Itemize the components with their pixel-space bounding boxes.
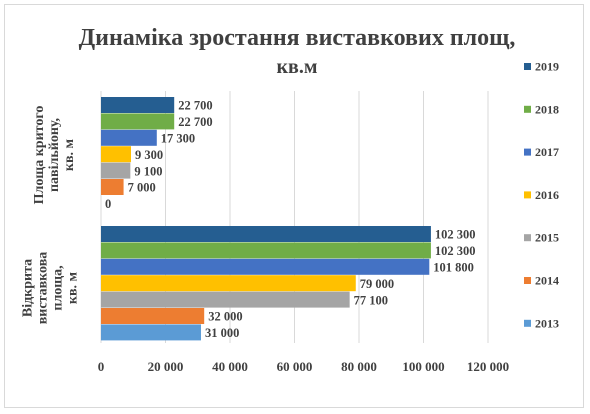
category-label-line: Відкрита <box>21 259 36 317</box>
legend-swatch-2018 <box>524 105 531 113</box>
bar-2019-open <box>101 226 431 242</box>
legend-label: 2017 <box>535 145 559 159</box>
category-label-line: кв. м <box>62 138 77 171</box>
chart-title-line-1: Динаміка зростання виставкових площ, <box>79 25 516 51</box>
legend-label: 2018 <box>535 102 559 116</box>
legend-label: 2015 <box>535 231 559 245</box>
data-label: 7 000 <box>128 181 156 195</box>
data-label: 17 300 <box>161 132 195 146</box>
legend-swatch-2014 <box>524 277 531 284</box>
data-label: 0 <box>105 197 111 211</box>
legend-label: 2014 <box>535 274 559 288</box>
category-label-line: павільйону, <box>47 118 62 192</box>
bar-2017-covered <box>101 129 157 146</box>
bar-2015-open <box>101 291 350 308</box>
category-label-line: площа, <box>51 265 66 310</box>
bar-2013-open <box>101 324 201 341</box>
x-tick-label: 100 000 <box>402 359 444 374</box>
bar-2019-covered <box>101 97 175 113</box>
data-label: 22 700 <box>178 115 212 129</box>
category-label-line: Площа критого <box>32 106 47 205</box>
legend-swatch-2019 <box>524 63 531 70</box>
legend-swatch-2016 <box>524 191 531 199</box>
legend-label: 2019 <box>535 60 559 74</box>
legend-label: 2013 <box>535 316 559 330</box>
bar-2016-open <box>101 275 356 292</box>
bar-chart: Динаміка зростання виставкових площ, кв.м… <box>21 25 559 374</box>
x-tick-label: 20 000 <box>148 359 184 374</box>
data-label: 9 100 <box>134 164 162 178</box>
category-label-line: виставкова <box>36 252 51 325</box>
data-label: 31 000 <box>205 326 239 340</box>
data-label: 79 000 <box>360 277 394 291</box>
data-label: 102 300 <box>435 244 476 258</box>
bar-2014-open <box>101 308 205 324</box>
data-label: 22 700 <box>178 99 212 113</box>
data-label: 101 800 <box>433 261 474 275</box>
legend-swatch-2017 <box>524 148 531 156</box>
x-tick-label: 40 000 <box>212 359 248 374</box>
bar-2016-covered <box>101 146 131 163</box>
bar-2014-covered <box>101 179 124 195</box>
data-label: 32 000 <box>208 310 242 324</box>
x-tick-label: 0 <box>98 359 105 374</box>
legend-swatch-2015 <box>524 234 531 242</box>
bar-2015-covered <box>101 162 131 179</box>
x-tick-label: 120 000 <box>467 359 509 374</box>
bar-2017-open <box>101 258 430 275</box>
chart-frame: Динаміка зростання виставкових площ, кв.м… <box>4 4 584 408</box>
category-label-line: кв. м <box>66 271 81 304</box>
bar-2018-open <box>101 242 431 259</box>
x-tick-label: 60 000 <box>277 359 313 374</box>
x-tick-label: 80 000 <box>341 359 377 374</box>
data-label: 77 100 <box>354 293 388 307</box>
chart-title-line-2: кв.м <box>277 56 318 78</box>
legend-label: 2016 <box>535 188 559 202</box>
data-label: 102 300 <box>435 228 476 242</box>
bar-2018-covered <box>101 113 175 130</box>
legend-swatch-2013 <box>524 319 531 327</box>
data-label: 9 300 <box>135 148 163 162</box>
